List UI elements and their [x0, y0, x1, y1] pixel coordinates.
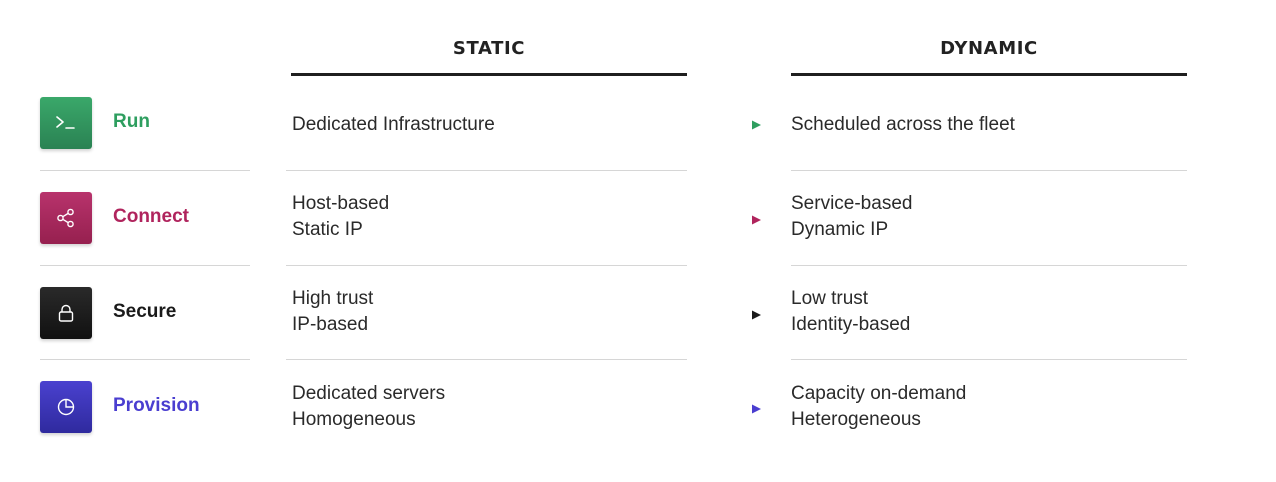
row-label-secure: Secure [113, 301, 177, 322]
static-text-provision: Dedicated servers Homogeneous [292, 381, 445, 433]
static-line: Static IP [292, 219, 363, 240]
dynamic-text-connect: Service-based Dynamic IP [791, 191, 912, 243]
row-label-connect: Connect [113, 206, 189, 227]
dynamic-text-provision: Capacity on-demand Heterogeneous [791, 381, 966, 433]
static-line: Host-based [292, 193, 390, 214]
dynamic-line: Low trust [791, 288, 869, 309]
divider [286, 170, 687, 171]
arrow-connect [718, 213, 762, 231]
divider [40, 170, 250, 171]
arrow-provision [718, 402, 762, 420]
row-label-provision: Provision [113, 395, 200, 416]
divider [286, 265, 687, 266]
dynamic-text-secure: Low trust Identity-based [791, 286, 910, 338]
divider [791, 359, 1187, 360]
divider [286, 359, 687, 360]
row-provision: Provision Dedicated servers Homogeneous … [0, 360, 1276, 454]
row-run: Run Dedicated Infrastructure Scheduled a… [0, 76, 1276, 170]
dynamic-text-run: Scheduled across the fleet [791, 112, 1015, 138]
divider [40, 265, 250, 266]
row-label-run: Run [113, 111, 150, 132]
share-icon [40, 192, 92, 244]
static-header-rule [291, 73, 687, 76]
dynamic-line: Capacity on-demand [791, 383, 967, 404]
static-text-connect: Host-based Static IP [292, 191, 389, 243]
dynamic-line: Identity-based [791, 314, 911, 335]
dynamic-line: Scheduled across the fleet [791, 114, 1015, 135]
row-secure: Secure High trust IP-based Low trust Ide… [0, 266, 1276, 360]
static-line: Dedicated servers [292, 383, 446, 404]
dynamic-line: Dynamic IP [791, 219, 889, 240]
dynamic-line: Heterogeneous [791, 409, 921, 430]
arrow-run [718, 118, 762, 136]
static-text-secure: High trust IP-based [292, 286, 373, 338]
divider [791, 170, 1187, 171]
static-line: Homogeneous [292, 409, 416, 430]
lock-icon [40, 287, 92, 339]
row-connect: Connect Host-based Static IP Service-bas… [0, 171, 1276, 265]
static-line: IP-based [292, 314, 369, 335]
static-line: High trust [292, 288, 374, 309]
divider [40, 359, 250, 360]
pie-chart-icon [40, 381, 92, 433]
static-column-header: STATIC [452, 38, 526, 59]
arrow-secure [718, 308, 762, 326]
static-line: Dedicated Infrastructure [292, 114, 495, 135]
static-text-run: Dedicated Infrastructure [292, 112, 495, 138]
dynamic-line: Service-based [791, 193, 913, 214]
dynamic-column-header: DYNAMIC [940, 38, 1038, 59]
dynamic-header-rule [791, 73, 1187, 76]
divider [791, 265, 1187, 266]
terminal-icon [40, 97, 92, 149]
